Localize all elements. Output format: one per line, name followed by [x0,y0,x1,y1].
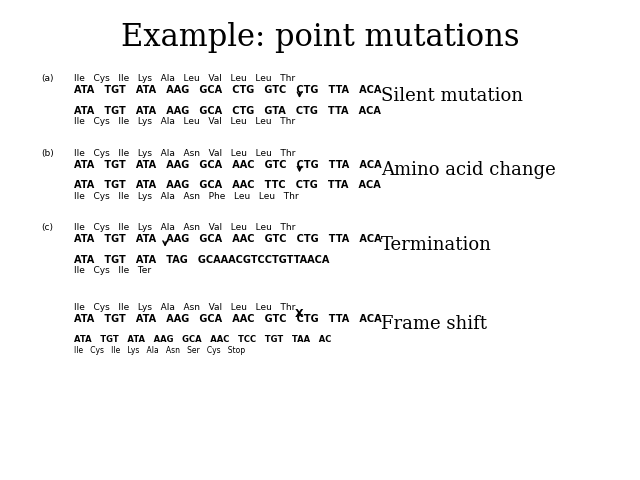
Text: ATA   TGT   ATA   AAG   GCA   CTG   GTA   CTG   TTA   ACA: ATA TGT ATA AAG GCA CTG GTA CTG TTA ACA [74,106,380,116]
Text: Ile   Cys   Ile   Lys   Ala   Leu   Val   Leu   Leu   Thr: Ile Cys Ile Lys Ala Leu Val Leu Leu Thr [74,117,295,126]
Text: Ile   Cys   Ile   Lys   Ala   Leu   Val   Leu   Leu   Thr: Ile Cys Ile Lys Ala Leu Val Leu Leu Thr [74,74,295,84]
Text: (c): (c) [42,223,54,232]
Text: Ile   Cys   Ile   Lys   Ala   Asn   Val   Leu   Leu   Thr: Ile Cys Ile Lys Ala Asn Val Leu Leu Thr [74,149,295,158]
Text: Termination: Termination [381,236,492,254]
Text: Silent mutation: Silent mutation [381,87,523,105]
Text: ATA   TGT   ATA   AAG   GCA   AAC   GTC   CTG   TTA   ACA: ATA TGT ATA AAG GCA AAC GTC CTG TTA ACA [74,234,381,244]
Text: ATA   TGT   ATA   AAG   GCA   AAC   TTC   CTG   TTA   ACA: ATA TGT ATA AAG GCA AAC TTC CTG TTA ACA [74,180,380,191]
Text: ATA   TGT   ATA   AAG   GCA   AAC   GTC   CTG   TTA   ACA: ATA TGT ATA AAG GCA AAC GTC CTG TTA ACA [74,314,381,324]
Text: Ile   Cys   Ile   Lys   Ala   Asn   Ser   Cys   Stop: Ile Cys Ile Lys Ala Asn Ser Cys Stop [74,346,244,355]
Text: Ile   Cys   Ile   Lys   Ala   Asn   Phe   Leu   Leu   Thr: Ile Cys Ile Lys Ala Asn Phe Leu Leu Thr [74,192,298,201]
Text: Frame shift: Frame shift [381,315,487,333]
Text: ATA   TGT   ATA   TAG   GCAAACGTCCTGTTAACA: ATA TGT ATA TAG GCAAACGTCCTGTTAACA [74,255,329,265]
Text: X: X [295,309,304,319]
Text: Ile   Cys   Ile   Ter: Ile Cys Ile Ter [74,266,151,275]
Text: Example: point mutations: Example: point mutations [121,22,519,53]
Text: Amino acid change: Amino acid change [381,161,556,180]
Text: ATA   TGT   ATA   AAG   GCA   AAC   TCC   TGT   TAA   AC: ATA TGT ATA AAG GCA AAC TCC TGT TAA AC [74,335,331,344]
Text: (a): (a) [42,74,54,84]
Text: (b): (b) [42,149,54,158]
Text: ATA   TGT   ATA   AAG   GCA   AAC   GTC   CTG   TTA   ACA: ATA TGT ATA AAG GCA AAC GTC CTG TTA ACA [74,160,381,170]
Text: Ile   Cys   Ile   Lys   Ala   Asn   Val   Leu   Leu   Thr: Ile Cys Ile Lys Ala Asn Val Leu Leu Thr [74,303,295,312]
Text: ATA   TGT   ATA   AAG   GCA   CTG   GTC   CTG   TTA   ACA: ATA TGT ATA AAG GCA CTG GTC CTG TTA ACA [74,85,381,96]
Text: Ile   Cys   Ile   Lys   Ala   Asn   Val   Leu   Leu   Thr: Ile Cys Ile Lys Ala Asn Val Leu Leu Thr [74,223,295,232]
